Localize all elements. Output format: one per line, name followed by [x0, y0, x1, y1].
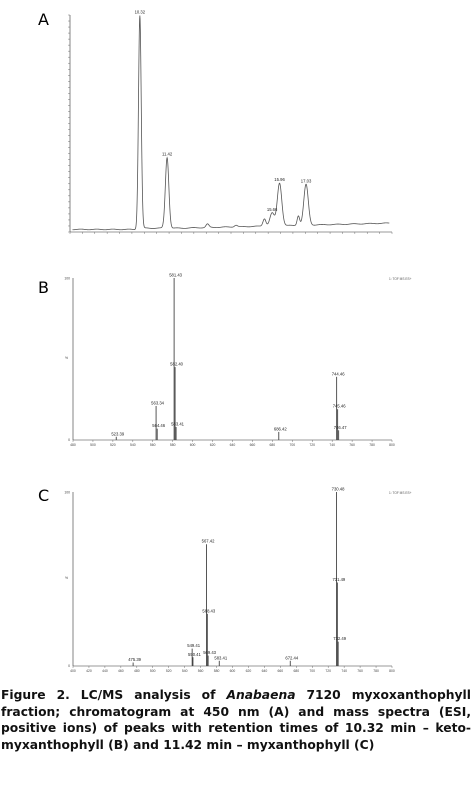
peak-label: 15.96 — [274, 177, 285, 182]
peak-label: 730.48 — [332, 487, 345, 492]
x-tick-label: 600 — [230, 669, 236, 673]
mass-spectrum-c-chart: 100 0% 400 420 440 460 480 500 520 540 560 580 600 62… — [64, 487, 412, 674]
x-tick-label: 660 — [250, 443, 256, 447]
x-tick-label: 540 — [182, 669, 188, 673]
caption-part1: Figure 2. LC/MS analysis of — [1, 688, 227, 702]
x-tick-label: 580 — [214, 669, 220, 673]
peak-label: 550.41 — [188, 652, 201, 657]
x-tick-label: 680 — [270, 443, 276, 447]
x-tick-label: 780 — [373, 669, 379, 673]
x-tick-label: 580 — [170, 443, 176, 447]
peak-label: 475.39 — [128, 657, 141, 662]
x-tick-label: 700 — [309, 669, 315, 673]
x-tick-label: 600 — [190, 443, 196, 447]
peak-label: 564.46 — [152, 423, 165, 428]
x-tick-label: 400 — [70, 669, 76, 673]
y-tick-label: 100 — [64, 277, 70, 281]
x-tick-label: 560 — [150, 443, 156, 447]
peak-label: 523.39 — [111, 431, 124, 436]
x-tick-label: 680 — [293, 669, 299, 673]
peak-label: 11.42 — [162, 152, 173, 157]
spectrum-annotation: 1: TOF MS ES+ — [389, 277, 412, 281]
x-tick-label: 560 — [198, 669, 204, 673]
peak-label: 686.42 — [274, 426, 287, 431]
peak-label: 583.41 — [171, 422, 184, 427]
x-tick-label: 620 — [210, 443, 216, 447]
chromatogram-chart: 10.32 11.42 15.66 15.96 17.03 — [68, 9, 393, 234]
x-tick-label: 700 — [289, 443, 295, 447]
x-tick-label: 760 — [349, 443, 355, 447]
panel-label-c: C — [38, 486, 50, 505]
x-tick-label: 720 — [309, 443, 315, 447]
peak-label: 17.03 — [301, 178, 312, 183]
x-tick-label: 540 — [130, 443, 136, 447]
x-tick-label: 500 — [150, 669, 156, 673]
caption-part2: 7120 myxoxanthophyll fraction; chromatog… — [1, 688, 471, 752]
x-tick-label: 720 — [325, 669, 331, 673]
x-tick-label: 640 — [230, 443, 236, 447]
peak-label: 732.49 — [333, 636, 346, 641]
spectrum-annotation: 1: TOF MS ES+ — [389, 491, 412, 495]
x-tick-label: 640 — [262, 669, 268, 673]
y-tick-label: 0 — [68, 664, 70, 668]
chromatogram-trace — [72, 15, 390, 231]
peak-label: 731.49 — [332, 577, 345, 582]
x-tick-label: 460 — [118, 669, 124, 673]
peak-label: 568.43 — [202, 608, 215, 613]
x-tick-label: 760 — [357, 669, 363, 673]
x-tick-label: 780 — [369, 443, 375, 447]
y-axis-label: % — [65, 576, 68, 580]
peak-label: 569.43 — [203, 650, 216, 655]
panel-label-a: A — [38, 10, 49, 29]
x-tick-label: 740 — [341, 669, 347, 673]
peak-label: 15.66 — [267, 207, 278, 212]
x-tick-label: 420 — [86, 669, 92, 673]
x-tick-label: 520 — [166, 669, 172, 673]
x-tick-label: 500 — [90, 443, 96, 447]
x-tick-label: 520 — [110, 443, 116, 447]
x-tick-label: 800 — [389, 669, 395, 673]
peak-label: 672.44 — [285, 655, 298, 660]
y-tick-label: 0 — [68, 438, 70, 442]
x-tick-label: 480 — [134, 669, 140, 673]
mass-spectrum-b-chart: 100 0% 480 500 520 540 560 580 600 620 640 660 680 70… — [64, 273, 412, 448]
peak-label: 745.46 — [333, 404, 346, 409]
figure-caption: Figure 2. LC/MS analysis of Anabaena 712… — [1, 687, 471, 753]
peak-label: 746.47 — [334, 425, 347, 430]
x-tick-label: 480 — [70, 443, 76, 447]
caption-species: Anabaena — [226, 688, 296, 702]
x-tick-label: 620 — [246, 669, 252, 673]
peak-label: 744.46 — [332, 371, 345, 376]
peak-label: 549.41 — [187, 643, 200, 648]
x-tick-label: 440 — [102, 669, 108, 673]
x-tick-label: 800 — [389, 443, 395, 447]
peak-label: 582.40 — [170, 362, 183, 367]
x-tick-label: 740 — [329, 443, 335, 447]
peak-label: 583.41 — [214, 655, 227, 660]
x-tick-label: 660 — [278, 669, 284, 673]
panel-label-b: B — [38, 278, 49, 297]
y-tick-label: 100 — [64, 491, 70, 495]
peak-label: 567.42 — [202, 539, 215, 544]
peak-label: 563.34 — [151, 400, 164, 405]
peak-label: 10.32 — [135, 9, 146, 14]
y-axis-label: % — [65, 356, 68, 360]
peak-label: 581.43 — [169, 273, 182, 278]
